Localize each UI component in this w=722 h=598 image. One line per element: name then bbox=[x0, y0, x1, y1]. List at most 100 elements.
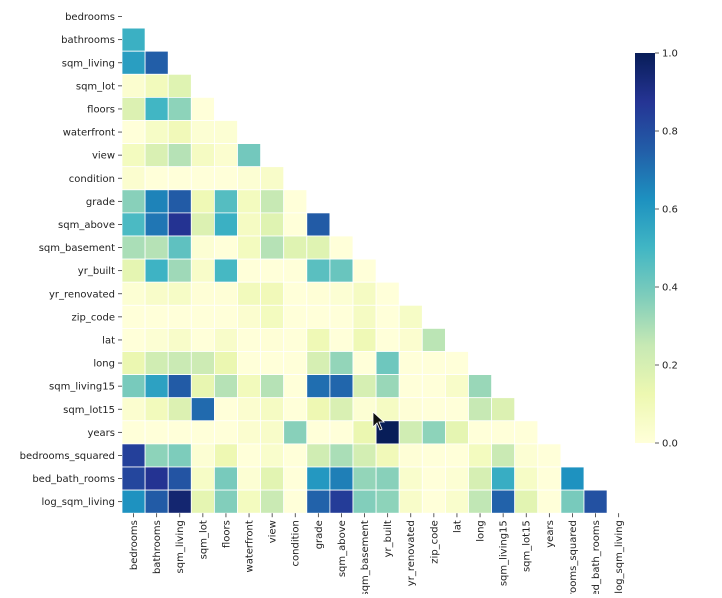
heatmap-cell-grade-condition bbox=[283, 189, 308, 214]
heatmap-cell-yr_built-view bbox=[260, 258, 285, 283]
heatmap-cell-lat-yr_renovated bbox=[398, 327, 423, 352]
heatmap-cell-long-lat bbox=[444, 351, 469, 376]
heatmap-cell-log_sqm_living-grade bbox=[306, 489, 331, 514]
heatmap-cell-bedrooms_squared-long bbox=[468, 443, 493, 468]
heatmap-cell-long-sqm_above bbox=[329, 351, 354, 376]
y-tick-label-sqm_living15: sqm_living15 bbox=[49, 382, 115, 393]
heatmap-cell-grade-waterfront bbox=[237, 189, 262, 214]
heatmap-cell-log_sqm_living-sqm_lot15 bbox=[514, 489, 539, 514]
heatmap-cell-bedrooms_squared-view bbox=[260, 443, 285, 468]
heatmap-cell-long-sqm_living bbox=[167, 351, 192, 376]
heatmap-cell-sqm_living15-bathrooms bbox=[144, 374, 169, 399]
y-tick-label-bed_bath_rooms: bed_bath_rooms bbox=[32, 474, 115, 485]
heatmap-cell-zip_code-sqm_lot bbox=[190, 304, 215, 329]
heatmap-cell-yr_built-floors bbox=[213, 258, 238, 283]
heatmap-cell-zip_code-sqm_basement bbox=[352, 304, 377, 329]
heatmap-cell-years-floors bbox=[213, 420, 238, 445]
heatmap-cell-sqm_lot15-long bbox=[468, 397, 493, 422]
y-tick-label-sqm_above: sqm_above bbox=[58, 220, 115, 231]
heatmap-cell-sqm_lot15-bathrooms bbox=[144, 397, 169, 422]
heatmap-cell-lat-sqm_lot bbox=[190, 327, 215, 352]
heatmap-cell-sqm_basement-grade bbox=[306, 235, 331, 260]
x-axis-labels: bedrooms bathrooms sqm_living sqm_lot floors… bbox=[129, 513, 625, 598]
heatmap-cell-sqm_lot15-condition bbox=[283, 397, 308, 422]
heatmap-cell-years-yr_built bbox=[375, 420, 400, 445]
heatmap-cell-sqm_living15-sqm_above bbox=[329, 374, 354, 399]
heatmap-cell-condition-bathrooms bbox=[144, 166, 169, 191]
heatmap-cell-long-sqm_lot bbox=[190, 351, 215, 376]
heatmap-cell-log_sqm_living-sqm_above bbox=[329, 489, 354, 514]
heatmap-cell-bed_bath_rooms-zip_code bbox=[421, 466, 446, 491]
heatmap-cell-lat-bedrooms bbox=[121, 327, 146, 352]
heatmap-cell-sqm_lot15-waterfront bbox=[237, 397, 262, 422]
heatmap-cells bbox=[121, 27, 608, 514]
heatmap-cell-sqm_living15-long bbox=[468, 374, 493, 399]
heatmap-cell-bed_bath_rooms-long bbox=[468, 466, 493, 491]
x-tick-label-bed_bath_rooms: bed_bath_rooms bbox=[591, 520, 602, 594]
heatmap-cell-yr_built-sqm_above bbox=[329, 258, 354, 283]
heatmap-cell-yr_built-sqm_living bbox=[167, 258, 192, 283]
heatmap-cell-condition-sqm_lot bbox=[190, 166, 215, 191]
heatmap-cell-years-waterfront bbox=[237, 420, 262, 445]
heatmap-cell-sqm_living15-view bbox=[260, 374, 285, 399]
heatmap-cell-log_sqm_living-sqm_living15 bbox=[491, 489, 516, 514]
heatmap-cell-floors-bathrooms bbox=[144, 97, 169, 121]
heatmap-cell-view-waterfront bbox=[237, 143, 262, 168]
y-tick-label-bedrooms: bedrooms bbox=[65, 12, 115, 23]
heatmap-cell-view-bathrooms bbox=[144, 143, 169, 168]
x-tick-label-yr_renovated: yr_renovated bbox=[406, 520, 417, 586]
heatmap-cell-sqm_basement-sqm_living bbox=[167, 235, 192, 260]
x-tick-label-grade: grade bbox=[314, 520, 325, 549]
heatmap-cell-log_sqm_living-view bbox=[260, 489, 285, 514]
y-tick-label-zip_code: zip_code bbox=[72, 312, 116, 323]
heatmap-cell-sqm_living15-zip_code bbox=[421, 374, 446, 399]
heatmap-cell-long-sqm_basement bbox=[352, 351, 377, 376]
heatmap-cell-bedrooms_squared-bedrooms bbox=[121, 443, 146, 468]
x-tick-label-bedrooms: bedrooms bbox=[129, 520, 140, 570]
y-tick-label-yr_renovated: yr_renovated bbox=[49, 289, 115, 300]
x-tick-label-sqm_lot: sqm_lot bbox=[198, 520, 209, 559]
x-tick-label-condition: condition bbox=[291, 520, 302, 566]
heatmap-cell-sqm_living15-lat bbox=[444, 374, 469, 399]
heatmap-cell-bed_bath_rooms-waterfront bbox=[237, 466, 262, 491]
y-tick-label-view: view bbox=[92, 151, 115, 162]
heatmap-cell-bedrooms_squared-sqm_basement bbox=[352, 443, 377, 468]
heatmap-cell-bed_bath_rooms-condition bbox=[283, 466, 308, 491]
heatmap-cell-sqm_above-floors bbox=[213, 212, 238, 237]
heatmap-cell-sqm_living15-bedrooms bbox=[121, 374, 146, 399]
heatmap-cell-long-yr_renovated bbox=[398, 351, 423, 376]
heatmap-cell-yr_renovated-yr_built bbox=[375, 281, 400, 306]
heatmap-cell-zip_code-bedrooms bbox=[121, 304, 146, 329]
heatmap-cell-sqm_lot15-sqm_living15 bbox=[491, 397, 516, 422]
heatmap-cell-waterfront-sqm_living bbox=[167, 120, 192, 145]
heatmap-cell-yr_renovated-sqm_lot bbox=[190, 281, 215, 306]
heatmap-cell-long-view bbox=[260, 351, 285, 376]
heatmap-cell-sqm_living15-yr_renovated bbox=[398, 374, 423, 399]
heatmap-cell-yr_renovated-condition bbox=[283, 281, 308, 306]
heatmap-cell-waterfront-floors bbox=[213, 120, 238, 145]
x-tick-label-waterfront: waterfront bbox=[245, 520, 256, 572]
heatmap-cell-bed_bath_rooms-sqm_living15 bbox=[491, 466, 516, 491]
heatmap-cell-yr_built-waterfront bbox=[237, 258, 262, 283]
heatmap-cell-long-bathrooms bbox=[144, 351, 169, 376]
heatmap-cell-bedrooms_squared-sqm_above bbox=[329, 443, 354, 468]
heatmap-cell-yr_built-condition bbox=[283, 258, 308, 283]
heatmap-cell-sqm_basement-waterfront bbox=[237, 235, 262, 260]
x-tick-label-sqm_lot15: sqm_lot15 bbox=[522, 520, 533, 572]
heatmap-cell-log_sqm_living-condition bbox=[283, 489, 308, 514]
heatmap-cell-yr_renovated-grade bbox=[306, 281, 331, 306]
heatmap-cell-bedrooms_squared-bathrooms bbox=[144, 443, 169, 468]
heatmap-cell-yr_built-grade bbox=[306, 258, 331, 283]
heatmap-cell-bathrooms-bedrooms bbox=[121, 27, 146, 52]
heatmap-cell-bedrooms_squared-yr_built bbox=[375, 443, 400, 468]
heatmap-cell-sqm_living-bedrooms bbox=[121, 50, 146, 75]
heatmap-cell-floors-bedrooms bbox=[121, 97, 146, 121]
x-tick-label-view: view bbox=[268, 520, 279, 543]
heatmap-cell-long-waterfront bbox=[237, 351, 262, 376]
y-tick-label-sqm_lot: sqm_lot bbox=[76, 81, 115, 92]
heatmap-cell-bed_bath_rooms-bedrooms_squared bbox=[560, 466, 585, 491]
x-tick-label-long: long bbox=[476, 520, 487, 542]
heatmap-cell-waterfront-bathrooms bbox=[144, 120, 169, 145]
heatmap-cell-lat-view bbox=[260, 327, 285, 352]
